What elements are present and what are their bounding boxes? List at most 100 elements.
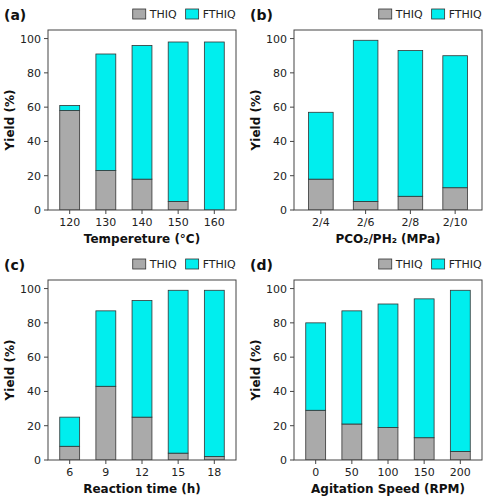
x-tick-label: 2/8	[402, 216, 420, 229]
x-tick-label: 160	[204, 216, 225, 229]
x-tick-label: 140	[132, 216, 153, 229]
bars	[60, 290, 225, 460]
panel-title: (a)	[4, 7, 26, 23]
legend-label: FTHIQ	[449, 8, 482, 21]
x-tick-label: 2/6	[357, 216, 375, 229]
y-tick-label: 60	[27, 101, 41, 114]
y-tick	[290, 210, 294, 211]
y-axis-label: Yield (%)	[249, 340, 263, 402]
bar	[132, 417, 152, 460]
bar	[414, 438, 434, 460]
bar	[353, 40, 378, 201]
y-tick-label: 80	[273, 317, 287, 330]
y-tick	[44, 460, 48, 461]
legend-label: THIQ	[395, 8, 423, 21]
y-tick-label: 0	[280, 454, 287, 467]
y-tick-label: 100	[20, 283, 41, 296]
x-tick	[214, 460, 215, 464]
bar	[306, 323, 326, 410]
x-tick	[460, 460, 461, 464]
bars	[306, 290, 471, 460]
bar	[132, 301, 152, 418]
legend: THIQ FTHIQ	[379, 8, 482, 21]
bar	[398, 196, 423, 210]
y-tick-label: 80	[273, 67, 287, 80]
panel: 02040608010069121518Reaction time (h)Yie…	[3, 257, 236, 496]
legend-label: FTHIQ	[203, 258, 236, 271]
y-tick	[44, 72, 48, 73]
x-tick	[105, 210, 106, 214]
y-tick-label: 20	[27, 170, 41, 183]
bar	[353, 201, 378, 210]
bar	[204, 457, 224, 460]
y-tick-label: 0	[280, 204, 287, 217]
bar	[96, 311, 116, 386]
background	[0, 0, 492, 500]
bar	[414, 299, 434, 438]
legend-swatch	[133, 9, 146, 19]
x-tick	[388, 460, 389, 464]
legend-swatch	[432, 259, 445, 269]
y-tick-label: 20	[273, 420, 287, 433]
y-tick-label: 60	[273, 351, 287, 364]
y-tick	[44, 288, 48, 289]
x-tick-label: 12	[135, 466, 149, 479]
bar	[168, 453, 188, 460]
legend-swatch	[133, 259, 146, 269]
y-tick	[44, 107, 48, 108]
bar	[132, 45, 152, 179]
bar	[204, 290, 224, 456]
x-tick-label: 0	[312, 466, 319, 479]
y-tick	[290, 38, 294, 39]
y-tick-label: 60	[273, 101, 287, 114]
x-tick-label: 200	[450, 466, 471, 479]
panel-title: (b)	[250, 7, 273, 23]
panel: 0204060801002/42/62/82/10PCO₂/PH₂ (MPa)Y…	[249, 7, 482, 246]
legend: THIQFTHIQ	[133, 8, 236, 21]
bar	[60, 111, 80, 210]
x-tick-label: 120	[59, 216, 80, 229]
y-tick	[44, 391, 48, 392]
bar	[342, 424, 362, 460]
y-tick-label: 40	[273, 135, 287, 148]
x-tick	[69, 210, 70, 214]
y-tick	[290, 288, 294, 289]
bar	[398, 51, 423, 197]
y-tick-label: 80	[27, 317, 41, 330]
legend-swatch	[186, 9, 199, 19]
bar	[378, 304, 398, 427]
y-tick	[290, 141, 294, 142]
x-axis-label: Agitation Speed (RPM)	[311, 482, 465, 496]
bars	[309, 40, 468, 210]
x-tick	[69, 460, 70, 464]
panel-title: (d)	[250, 257, 273, 273]
x-tick	[142, 460, 143, 464]
x-axis-label: Tempereture (°C)	[84, 232, 200, 246]
x-tick-label: 18	[207, 466, 221, 479]
bar	[450, 451, 470, 460]
y-tick	[44, 357, 48, 358]
legend-label: FTHIQ	[449, 258, 482, 271]
x-tick	[105, 460, 106, 464]
x-tick	[214, 210, 215, 214]
y-tick	[290, 425, 294, 426]
panel-title: (c)	[4, 257, 25, 273]
bar	[168, 290, 188, 453]
x-tick-label: 15	[171, 466, 185, 479]
y-tick	[290, 391, 294, 392]
legend-label: THIQ	[149, 8, 177, 21]
x-tick	[178, 210, 179, 214]
bar	[443, 56, 468, 188]
y-tick-label: 40	[27, 385, 41, 398]
y-tick	[290, 460, 294, 461]
x-tick	[320, 210, 321, 214]
y-axis-label: Yield (%)	[3, 340, 17, 402]
y-tick-label: 20	[273, 170, 287, 183]
y-tick-label: 0	[34, 204, 41, 217]
bar	[60, 105, 80, 110]
y-tick	[44, 175, 48, 176]
bar	[306, 410, 326, 460]
x-tick	[365, 210, 366, 214]
y-tick	[44, 38, 48, 39]
y-tick-label: 0	[34, 454, 41, 467]
